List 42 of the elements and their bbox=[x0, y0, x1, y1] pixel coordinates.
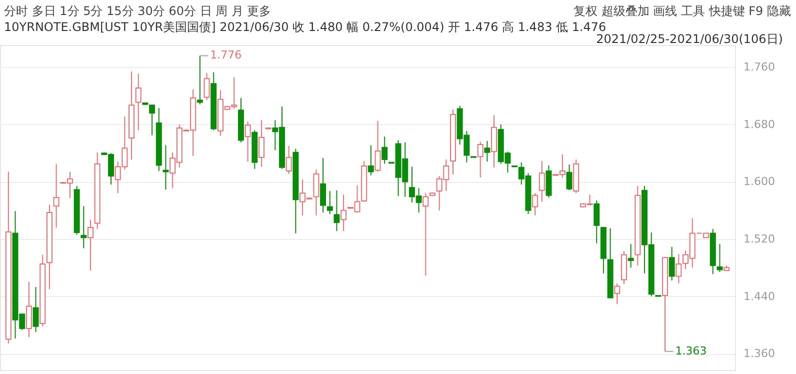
y-tick-label: 1.760 bbox=[744, 60, 775, 74]
candlestick bbox=[716, 244, 723, 272]
text: 复权 超级叠加 画线 工具 快捷键 F9 隐藏 bbox=[574, 4, 791, 18]
annotation: 1.363 bbox=[675, 344, 707, 358]
candlestick bbox=[334, 190, 340, 232]
candlestick bbox=[135, 73, 142, 131]
candlestick bbox=[614, 282, 620, 305]
candlestick bbox=[566, 164, 572, 191]
annotation: 1.776 bbox=[210, 48, 242, 62]
y-tick-label: 1.680 bbox=[744, 118, 775, 131]
candlestick bbox=[422, 192, 429, 276]
y-tick-label: 1.600 bbox=[744, 175, 775, 188]
candlestick bbox=[340, 194, 347, 232]
candlestick bbox=[538, 160, 545, 202]
candlestick bbox=[382, 136, 388, 164]
candlestick bbox=[196, 55, 203, 105]
candlestick bbox=[244, 121, 251, 162]
candlestick bbox=[258, 120, 264, 168]
y-tick-label: 1.360 bbox=[744, 347, 775, 360]
candlestick bbox=[320, 158, 326, 214]
candlestick bbox=[484, 140, 490, 162]
chart-subtitle: 2021/02/25-2021/06/30(106日) bbox=[596, 32, 783, 46]
candlestick bbox=[374, 120, 381, 172]
candlestick bbox=[80, 206, 87, 249]
candlestick bbox=[313, 169, 320, 216]
y-tick-label: 1.520 bbox=[744, 232, 775, 246]
candlestick bbox=[477, 141, 484, 178]
candlestick bbox=[204, 72, 210, 101]
candlestick bbox=[26, 281, 32, 338]
candlestick bbox=[286, 145, 292, 174]
candlestick bbox=[628, 244, 634, 268]
candlestick bbox=[53, 163, 60, 228]
text: 分时 多日 1分 5分 15分 30分 60分 日 周 月 更多 bbox=[4, 4, 272, 18]
candlestick bbox=[32, 286, 39, 333]
candlestick bbox=[532, 192, 538, 216]
candlestick bbox=[368, 144, 374, 176]
candlestick bbox=[87, 219, 94, 271]
y-tick-label: 1.440 bbox=[744, 290, 775, 303]
chart-title: 10YRNOTE.GBM[UST 10YR美国国债] 2021/06/30 收 1.480 幅 0.27%(0.004) 开 1.476 高 1.483 低 1.476 bbox=[4, 20, 606, 34]
candlestick bbox=[326, 190, 333, 214]
candlestick bbox=[594, 200, 600, 244]
candlestick bbox=[668, 246, 675, 282]
